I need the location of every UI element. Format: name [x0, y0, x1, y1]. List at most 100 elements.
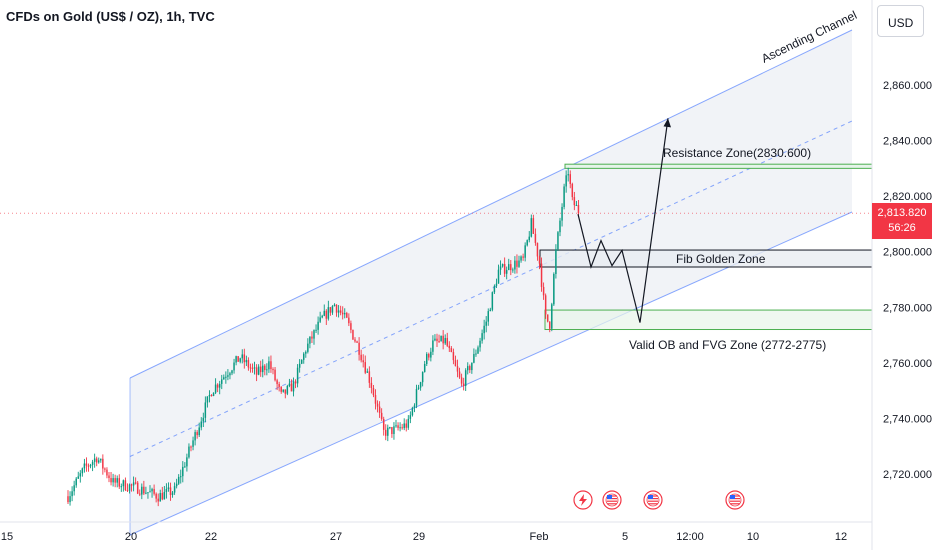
- candle-bull: [473, 354, 475, 363]
- candle-bull: [430, 351, 432, 358]
- candle-bear: [510, 264, 512, 271]
- candle-bull: [300, 359, 303, 364]
- candle-bull: [175, 483, 178, 487]
- candle-bull: [467, 366, 469, 371]
- candle-bull: [100, 458, 102, 461]
- candle-bull: [487, 311, 489, 322]
- price-tick-label: 2,760.000: [883, 358, 932, 370]
- candle-bull: [245, 360, 248, 363]
- candle-bull: [194, 432, 196, 441]
- candle-bear: [458, 371, 461, 378]
- candle-bull: [483, 325, 485, 334]
- candle-bull: [413, 405, 416, 408]
- candle-bull: [282, 389, 284, 392]
- candle-bull: [229, 373, 231, 376]
- candle-bull: [128, 484, 131, 491]
- candle-bear: [542, 286, 545, 296]
- candle-bear: [446, 338, 448, 346]
- candle-bull: [223, 377, 225, 380]
- candle-bull: [307, 343, 309, 352]
- candle-bear: [169, 487, 172, 495]
- candle-bull: [526, 240, 528, 246]
- candle-bear: [382, 418, 385, 430]
- candle-bear: [274, 369, 276, 381]
- candle-bull: [485, 321, 487, 326]
- candle-bear: [255, 367, 258, 375]
- us-flag-icon[interactable]: [725, 490, 745, 510]
- us-flag-icon[interactable]: [602, 490, 622, 510]
- candle-bull: [419, 382, 422, 388]
- candle-bear: [284, 389, 287, 394]
- candle-bull: [319, 317, 321, 322]
- candle-bull: [407, 418, 410, 428]
- price-tick-label: 2,720.000: [883, 469, 932, 481]
- candle-bear: [196, 432, 198, 436]
- candle-bear: [532, 218, 535, 234]
- candle-bear: [118, 478, 120, 487]
- candle-bear: [325, 310, 328, 319]
- candle-bear: [290, 383, 293, 392]
- candle-bull: [292, 381, 295, 392]
- candle-bear: [503, 264, 506, 274]
- candle-bull: [221, 379, 223, 384]
- candle-bull: [327, 307, 330, 319]
- candle-bull: [214, 384, 217, 393]
- candle-bull: [423, 363, 426, 372]
- time-tick-label: 29: [413, 531, 425, 543]
- candle-bull: [561, 206, 563, 221]
- candle-bear: [405, 423, 407, 428]
- candle-bull: [227, 375, 229, 377]
- candle-bull: [471, 362, 473, 371]
- candle-bull: [305, 351, 307, 354]
- flag-canton: [648, 495, 653, 499]
- candle-bull: [309, 336, 311, 344]
- candle-bull: [366, 371, 369, 373]
- candle-bear: [136, 482, 139, 494]
- candle-bull: [177, 476, 180, 484]
- candle-bear: [126, 490, 129, 492]
- candle-bear: [577, 205, 580, 214]
- fib-zone-label: Fib Golden Zone: [676, 252, 766, 266]
- time-tick-label: 20: [125, 531, 137, 543]
- candle-bull: [218, 383, 221, 388]
- candle-bull: [477, 347, 479, 354]
- candle-bear: [264, 365, 266, 370]
- candle-bull: [403, 423, 405, 429]
- candle-bull: [288, 383, 291, 386]
- candle-bull: [399, 427, 401, 429]
- us-flag-icon[interactable]: [643, 490, 663, 510]
- candle-bull: [141, 486, 143, 495]
- candle-bear: [155, 493, 157, 499]
- candle-bear: [469, 366, 471, 371]
- currency-selector[interactable]: USD: [877, 5, 924, 37]
- candle-bear: [370, 382, 373, 389]
- candle-bull: [91, 461, 94, 465]
- lightning-icon[interactable]: [573, 490, 593, 510]
- candle-bear: [385, 429, 387, 436]
- candle-bull: [235, 356, 237, 363]
- candle-bear: [454, 360, 457, 367]
- candle-bull: [479, 340, 481, 348]
- candle-bull: [315, 329, 317, 331]
- candle-bear: [436, 338, 438, 342]
- candle-bear: [153, 489, 155, 494]
- price-axis-bg: [872, 0, 932, 550]
- time-tick-label: 10: [747, 531, 759, 543]
- candle-bull: [266, 369, 268, 371]
- candle-bull: [298, 363, 301, 368]
- candle-bear: [538, 256, 541, 264]
- candle-bull: [122, 480, 125, 487]
- price-tick-label: 2,840.000: [883, 136, 932, 148]
- candle-bull: [268, 361, 270, 370]
- candle-bull: [303, 353, 305, 360]
- candle-bear: [108, 475, 110, 479]
- candle-bear: [139, 493, 141, 495]
- candle-bear: [102, 458, 104, 469]
- candle-bull: [514, 260, 516, 270]
- candle-bear: [448, 345, 451, 349]
- candle-bull: [159, 493, 161, 502]
- candle-bear: [335, 304, 338, 313]
- candle-bear: [85, 463, 88, 466]
- candle-bull: [241, 354, 243, 359]
